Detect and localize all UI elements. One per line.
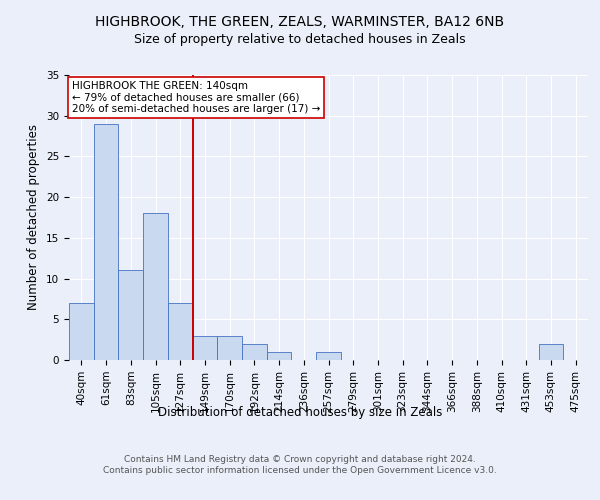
Text: Distribution of detached houses by size in Zeals: Distribution of detached houses by size … — [158, 406, 442, 419]
Bar — [168, 303, 193, 360]
Bar — [267, 352, 292, 360]
Text: Contains HM Land Registry data © Crown copyright and database right 2024.
Contai: Contains HM Land Registry data © Crown c… — [103, 456, 497, 474]
Bar — [69, 303, 94, 360]
Bar — [242, 344, 267, 360]
Text: HIGHBROOK, THE GREEN, ZEALS, WARMINSTER, BA12 6NB: HIGHBROOK, THE GREEN, ZEALS, WARMINSTER,… — [95, 15, 505, 29]
Bar — [143, 214, 168, 360]
Text: Size of property relative to detached houses in Zeals: Size of property relative to detached ho… — [134, 32, 466, 46]
Bar — [217, 336, 242, 360]
Bar — [193, 336, 217, 360]
Bar — [539, 344, 563, 360]
Bar — [94, 124, 118, 360]
Bar — [118, 270, 143, 360]
Y-axis label: Number of detached properties: Number of detached properties — [28, 124, 40, 310]
Text: HIGHBROOK THE GREEN: 140sqm
← 79% of detached houses are smaller (66)
20% of sem: HIGHBROOK THE GREEN: 140sqm ← 79% of det… — [71, 80, 320, 114]
Bar — [316, 352, 341, 360]
